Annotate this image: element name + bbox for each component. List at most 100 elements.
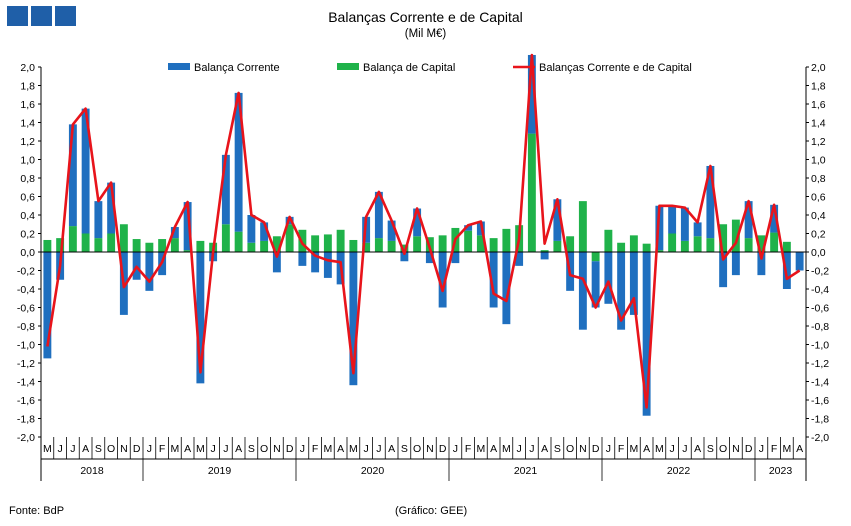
current-bar [617,252,626,330]
capital-bar [757,235,766,252]
capital-bar [183,250,192,252]
y-tick-label-left: -1,0 [17,340,35,352]
y-tick-label-left: 1,2 [20,136,35,148]
month-label: S [554,443,561,455]
legend-swatch [168,63,190,70]
month-label: J [58,443,63,455]
capital-bar [578,201,587,252]
current-bar [706,165,715,239]
y-tick-label-right: -1,6 [811,395,829,407]
current-bar [107,182,116,234]
capital-bar [285,224,294,252]
current-bar [527,54,536,134]
capital-bar [642,243,651,252]
y-tick-label-left: -0,8 [17,321,35,333]
capital-bar [655,250,664,252]
year-label: 2018 [80,465,104,477]
y-tick-label-right: 0,6 [811,192,826,204]
current-bar [298,252,307,266]
y-tick-label-left: 0,8 [20,173,35,185]
y-tick-label-left: 0,6 [20,192,35,204]
capital-bar [94,238,103,252]
month-label: J [606,443,611,455]
capital-bar [413,236,422,252]
logo-square [31,6,52,26]
month-label: S [707,443,714,455]
month-label: J [376,443,381,455]
month-label: M [502,443,511,455]
current-bar [349,252,358,386]
current-bar [629,252,638,315]
capital-bar [247,242,256,252]
capital-bar [476,235,485,252]
legend-label: Balança Corrente [194,62,280,74]
y-tick-label-right: 1,0 [811,155,826,167]
month-label: N [426,443,434,455]
current-bar [451,252,460,264]
month-label: A [694,443,701,455]
capital-bar [527,133,536,252]
month-label: D [439,443,447,455]
current-bar [400,252,409,262]
y-tick-label-right: -1,4 [811,377,829,389]
y-tick-label-right: 0,8 [811,173,826,185]
month-label: A [796,443,803,455]
current-bar [196,252,205,384]
month-label: M [43,443,52,455]
month-label: N [120,443,128,455]
month-label: J [211,443,216,455]
chart-title: Balanças Corrente e de Capital [328,9,523,25]
y-tick-label-right: 1,2 [811,136,826,148]
month-label: M [349,443,358,455]
year-label: 2020 [361,465,385,477]
current-bar [604,252,613,304]
month-label: A [184,443,191,455]
current-bar [591,261,600,308]
y-tick-label-right: 1,4 [811,118,826,130]
capital-bar [311,235,320,252]
current-bar [43,252,52,359]
month-label: O [719,443,727,455]
current-bar [68,124,77,227]
capital-bar [489,238,498,252]
y-tick-label-right: -1,0 [811,340,829,352]
capital-bar [323,234,332,252]
month-label: J [759,443,764,455]
month-label: A [82,443,89,455]
current-bar [221,154,230,225]
current-bar [247,215,256,243]
month-label: J [453,443,458,455]
month-label: M [630,443,639,455]
capital-bar [43,239,52,252]
month-label: M [324,443,333,455]
credit-note: (Gráfico: GEE) [395,505,468,517]
y-tick-label-right: -0,2 [811,266,829,278]
month-label: S [95,443,102,455]
month-label: J [529,443,534,455]
capital-bar [719,224,728,252]
month-label: O [566,443,574,455]
capital-bar [336,229,345,252]
y-tick-label-right: -1,2 [811,358,829,370]
y-tick-label-right: -0,6 [811,303,829,315]
month-label: J [517,443,522,455]
capital-bar [744,238,753,252]
year-label: 2019 [208,465,232,477]
source-note: Fonte: BdP [9,505,65,517]
y-tick-label-right: 1,8 [811,81,826,93]
month-label: F [159,443,165,455]
capital-bar [196,240,205,252]
y-tick-label-left: 1,0 [20,155,35,167]
capital-bar [400,244,409,252]
current-bar [94,201,103,239]
capital-bar [349,239,358,252]
y-tick-label-left: -2,0 [17,432,35,444]
current-bar [183,202,192,251]
capital-bar [502,228,511,252]
current-bar [489,252,498,308]
capital-bar [68,226,77,252]
month-label: A [388,443,395,455]
month-label: D [286,443,294,455]
current-bar [642,252,651,416]
